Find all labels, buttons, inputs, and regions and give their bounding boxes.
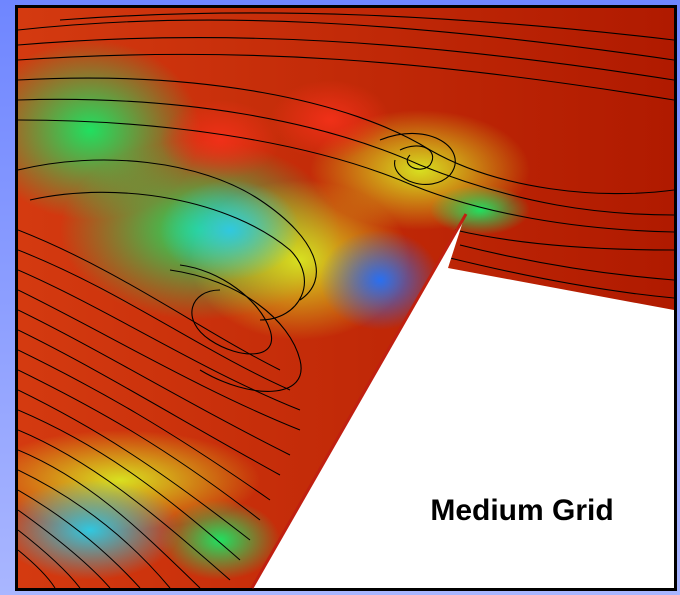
wedge: [252, 215, 674, 588]
grid-label: Medium Grid: [430, 494, 613, 527]
wedge-edge: [250, 213, 468, 589]
